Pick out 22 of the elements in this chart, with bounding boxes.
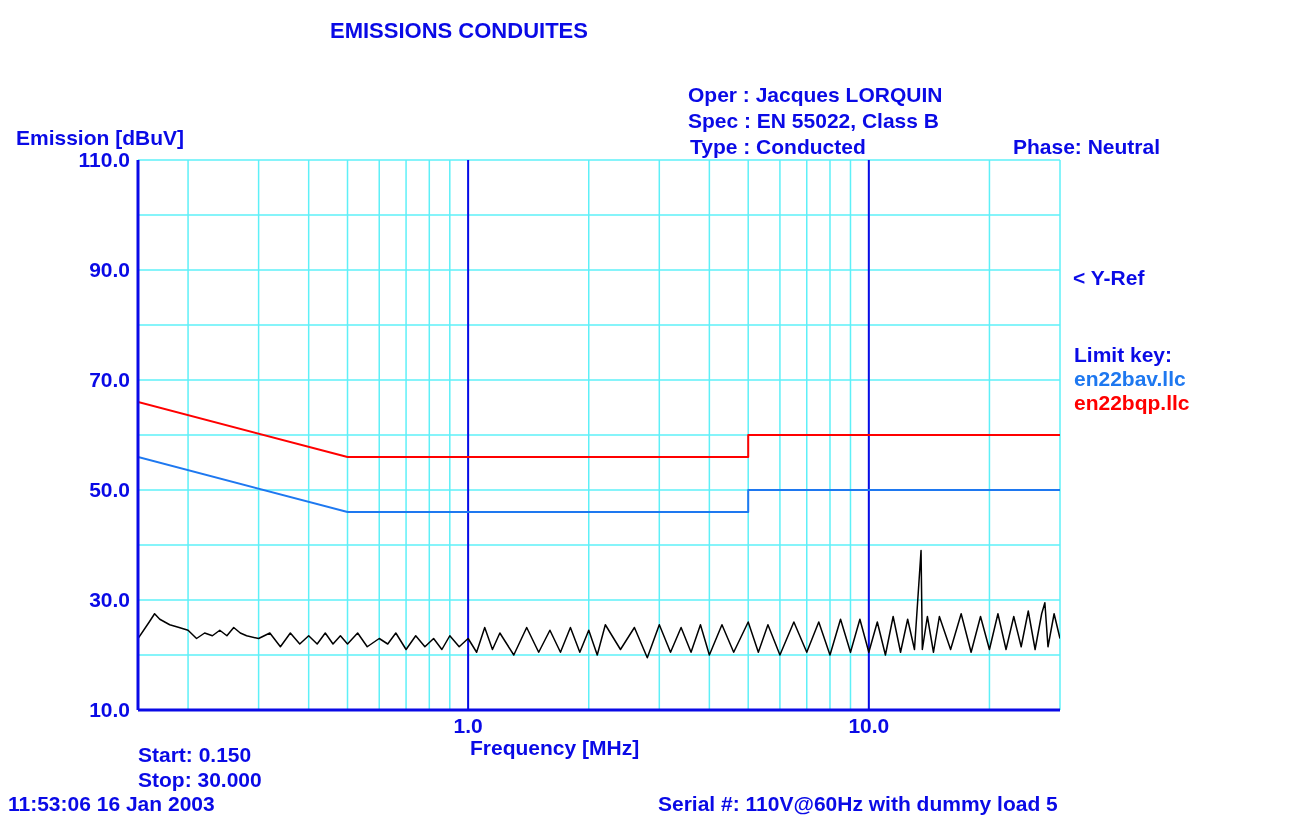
- x-axis-title: Frequency [MHz]: [470, 736, 640, 760]
- y-tick-label: 50.0: [89, 478, 130, 502]
- y-tick-label: 10.0: [89, 698, 130, 722]
- text: < Y-Ref: [1073, 266, 1145, 290]
- y-tick-label: 70.0: [89, 368, 130, 392]
- legend-title: Limit key:: [1074, 343, 1174, 367]
- text: Stop: 30.000: [138, 768, 262, 792]
- text: Start: 0.150: [138, 743, 252, 767]
- y-tick-label: 90.0: [89, 258, 130, 282]
- y-tick-label: 30.0: [89, 588, 130, 612]
- chart-title: EMISSIONS CONDUITES: [330, 18, 588, 44]
- y-axis-title: Emission [dBuV]: [16, 126, 185, 150]
- text: Oper : Jacques LORQUIN: [688, 83, 943, 107]
- y-tick-label: 110.0: [78, 148, 130, 172]
- text: en22bav.llc: [1074, 367, 1187, 391]
- text: Type : Conducted: [690, 135, 866, 159]
- x-tick-label: 1.0: [453, 713, 483, 737]
- text: Serial #: 110V@60Hz with dummy load 5: [658, 792, 1058, 816]
- text: Phase: Neutral: [1013, 135, 1161, 159]
- series-label: en22bqp.llc: [1074, 391, 1190, 415]
- text: Spec : EN 55022, Class B: [688, 109, 939, 133]
- text: 11:53:06 16 Jan 2003: [8, 792, 215, 816]
